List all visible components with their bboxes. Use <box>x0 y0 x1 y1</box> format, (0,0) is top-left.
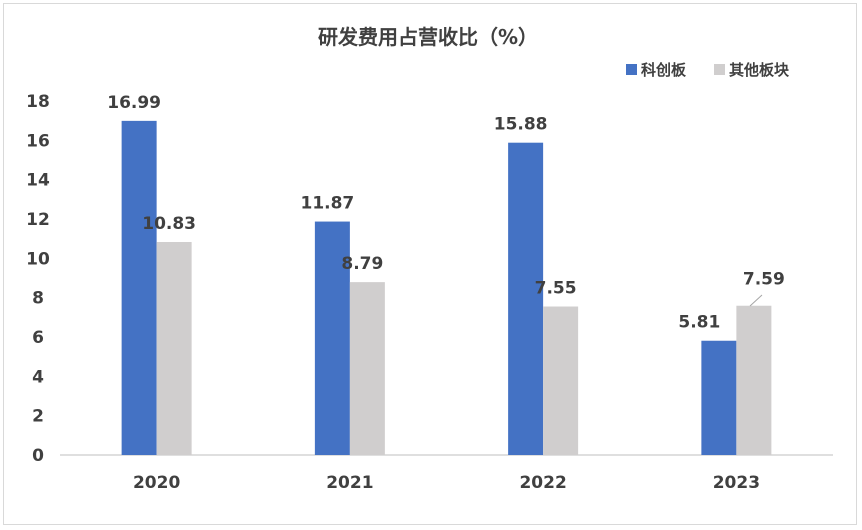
data-label-other-2022: 7.55 <box>535 279 577 299</box>
data-label-leader-line <box>749 294 763 307</box>
y-tick-label: 2 <box>32 407 44 427</box>
bar-other-2022 <box>543 306 579 455</box>
y-tick-label: 0 <box>32 446 44 466</box>
legend-swatch-other <box>714 64 725 75</box>
y-axis: 0 2 4 6 8 10 12 14 16 18 <box>26 92 50 466</box>
bar-kcb-2023 <box>701 340 737 455</box>
data-labels: 16.99 10.83 11.87 8.79 15.88 7.55 5.81 7.59 <box>107 93 785 333</box>
data-label-kcb-2020: 16.99 <box>107 93 161 113</box>
data-label-kcb-2022: 15.88 <box>494 115 548 135</box>
legend: 科创板 其他板块 <box>626 61 790 79</box>
y-tick-label: 16 <box>26 131 50 151</box>
y-tick-label: 4 <box>32 367 44 387</box>
x-tick-label: 2023 <box>713 473 760 493</box>
data-label-kcb-2021: 11.87 <box>300 194 354 214</box>
y-tick-label: 10 <box>26 249 50 269</box>
bars <box>121 120 772 455</box>
y-tick-label: 18 <box>26 92 50 112</box>
bar-other-2023 <box>736 305 772 455</box>
x-tick-label: 2020 <box>133 473 180 493</box>
y-tick-label: 14 <box>26 171 50 191</box>
legend-swatch-kcb <box>626 64 637 75</box>
x-tick-label: 2022 <box>519 473 566 493</box>
data-label-other-2023: 7.59 <box>743 270 785 290</box>
data-label-other-2020: 10.83 <box>142 214 196 234</box>
x-tick-label: 2021 <box>326 473 373 493</box>
legend-label-kcb: 科创板 <box>641 61 687 79</box>
bar-kcb-2022 <box>508 142 544 455</box>
bar-kcb-2021 <box>314 221 350 455</box>
bar-other-2021 <box>349 282 385 455</box>
y-tick-label: 6 <box>32 328 44 348</box>
data-label-other-2021: 8.79 <box>341 254 383 274</box>
bar-other-2020 <box>156 242 192 455</box>
chart-title: 研发费用占营收比（%） <box>318 25 538 49</box>
data-label-kcb-2023: 5.81 <box>678 313 720 333</box>
legend-label-other: 其他板块 <box>729 61 790 79</box>
y-tick-label: 12 <box>26 210 50 230</box>
x-axis: 2020 2021 2022 2023 <box>133 473 760 493</box>
y-tick-label: 8 <box>32 289 44 309</box>
bar-kcb-2020 <box>121 120 157 455</box>
